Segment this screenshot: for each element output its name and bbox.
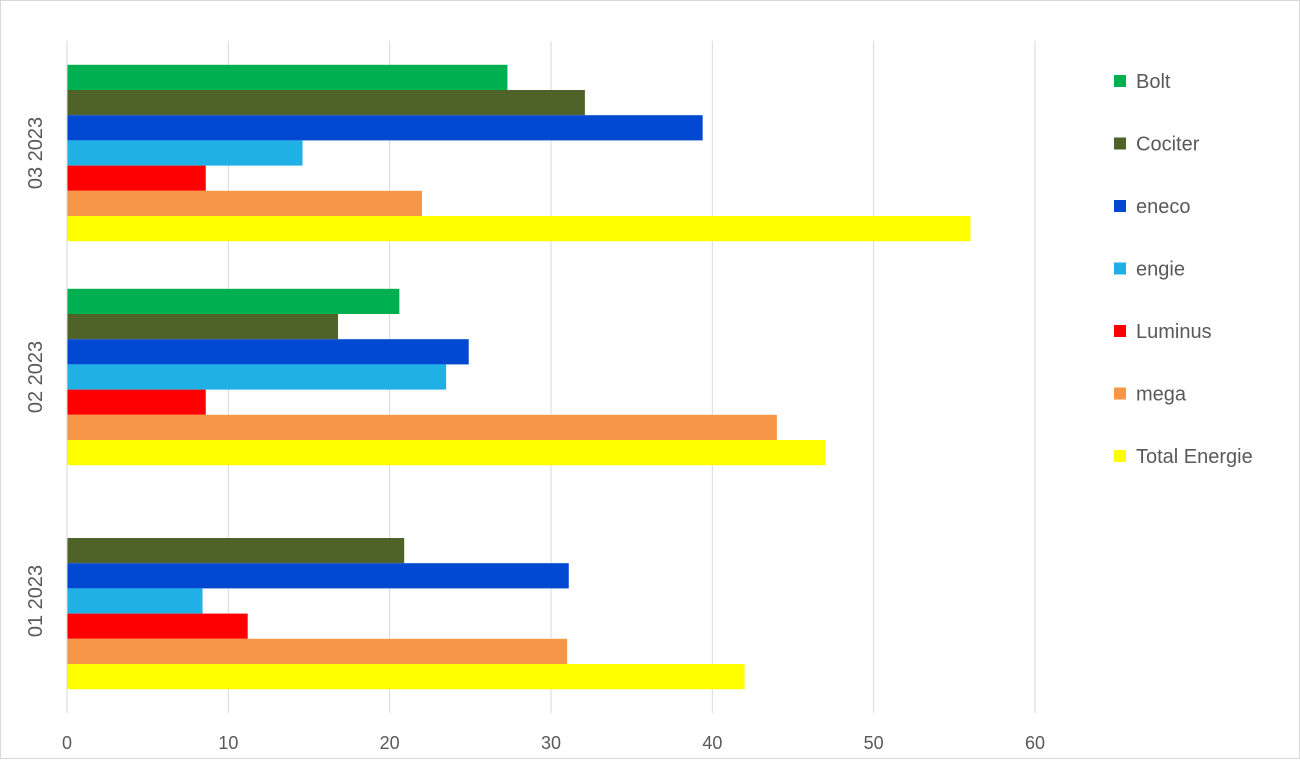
- bar-bolt: [67, 288, 400, 314]
- legend-label: Bolt: [1136, 71, 1171, 93]
- legend-label: Luminus: [1136, 321, 1212, 343]
- x-tick-label: 0: [62, 733, 72, 753]
- bar-total-energie: [67, 664, 745, 690]
- y-category-label: 01 2023: [25, 565, 47, 637]
- legend-swatch: [1114, 450, 1126, 462]
- bar-engie: [67, 140, 303, 166]
- bar-engie: [67, 588, 203, 614]
- x-tick-label: 10: [218, 733, 238, 753]
- legend-swatch: [1114, 200, 1126, 212]
- bar-luminus: [67, 389, 206, 415]
- x-tick-label: 50: [864, 733, 884, 753]
- x-tick-label: 30: [541, 733, 561, 753]
- legend-swatch: [1114, 75, 1126, 87]
- bar-mega: [67, 638, 568, 664]
- legend-swatch: [1114, 262, 1126, 275]
- bar-luminus: [67, 613, 248, 639]
- legend-swatch: [1114, 325, 1126, 337]
- x-tick-label: 20: [380, 733, 400, 753]
- bar-eneco: [67, 563, 569, 589]
- y-category-label: 03 2023: [25, 117, 47, 189]
- bar-cociter: [67, 538, 405, 564]
- bar-eneco: [67, 339, 469, 365]
- legend-label: engie: [1136, 259, 1185, 281]
- legend-swatch: [1114, 387, 1126, 400]
- bar-cociter: [67, 90, 585, 116]
- bar-bolt: [67, 64, 508, 90]
- x-tick-label: 60: [1025, 733, 1045, 753]
- y-category-label: 02 2023: [25, 341, 47, 413]
- bar-eneco: [67, 115, 703, 141]
- legend-swatch: [1114, 137, 1126, 150]
- bar-total-energie: [67, 440, 826, 466]
- x-tick-label: 40: [702, 733, 722, 753]
- legend-label: eneco: [1136, 196, 1191, 218]
- legend-label: Total Energie: [1136, 446, 1253, 468]
- bar-engie: [67, 364, 447, 390]
- bar-luminus: [67, 165, 206, 191]
- legend-label: Cociter: [1136, 134, 1200, 156]
- bar-mega: [67, 190, 422, 216]
- bar-cociter: [67, 314, 339, 340]
- legend-label: mega: [1136, 384, 1187, 406]
- bar-mega: [67, 414, 777, 440]
- bar-total-energie: [67, 216, 971, 242]
